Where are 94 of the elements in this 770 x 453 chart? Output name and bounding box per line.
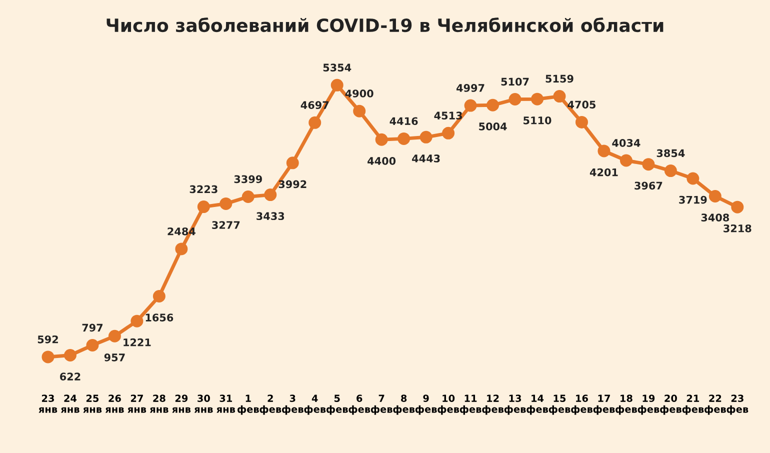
point: [686, 172, 700, 185]
point: [353, 104, 366, 118]
x-tick-label: 19 фев: [638, 394, 660, 415]
x-tick-label: 10 фев: [438, 394, 460, 415]
data-label: 3719: [679, 196, 707, 204]
x-tick-label: 2 фев: [260, 394, 282, 415]
point: [442, 126, 455, 140]
x-tick-label: 15 фев: [548, 394, 570, 415]
point: [420, 130, 432, 144]
x-tick-label: 28 янв: [150, 394, 168, 413]
data-label: 3218: [724, 224, 752, 232]
data-label: 3433: [256, 212, 284, 220]
x-tick-label: 23 фев: [726, 394, 748, 415]
point: [708, 190, 722, 202]
data-label: 4201: [590, 168, 618, 176]
data-label: 4416: [390, 117, 418, 126]
point: [197, 200, 210, 214]
point: [398, 132, 410, 145]
chart-title: Число заболеваний COVID-19 в Челябинской области: [106, 18, 664, 32]
data-label: 3277: [212, 221, 240, 229]
data-label: 5107: [501, 78, 529, 86]
point: [731, 200, 744, 214]
x-tick-label: 25 янв: [83, 394, 102, 413]
point: [620, 154, 632, 167]
point: [642, 158, 655, 171]
data-label: 3399: [234, 175, 262, 184]
x-tick-label: 12 фев: [482, 394, 504, 415]
data-label: 622: [60, 372, 80, 380]
x-tick-label: 21 фев: [682, 394, 704, 415]
point: [553, 90, 566, 103]
data-label: 5354: [323, 64, 352, 72]
point: [531, 92, 544, 106]
x-tick-label: 26 янв: [105, 394, 124, 413]
data-label: 4034: [612, 138, 640, 147]
point: [130, 314, 144, 328]
data-label: 4997: [456, 84, 484, 92]
x-tick-label: 23 янв: [38, 394, 58, 413]
point: [375, 133, 388, 146]
data-label: 1221: [124, 338, 151, 346]
data-label: 592: [38, 335, 58, 344]
data-label: 3408: [701, 214, 730, 222]
x-tick-label: 14 фев: [526, 394, 548, 415]
point: [575, 116, 588, 128]
data-label: 797: [82, 324, 103, 332]
data-label: 5110: [524, 116, 552, 124]
point: [42, 350, 54, 364]
data-label: 3967: [634, 182, 662, 190]
point: [330, 78, 344, 92]
x-tick-label: 9 фев: [415, 394, 437, 415]
x-tick-label: 30 янв: [194, 394, 213, 413]
x-tick-label: 18 фев: [616, 394, 637, 415]
x-tick-label: 5 фев: [326, 394, 348, 415]
x-tick-label: 31 янв: [216, 394, 236, 413]
x-tick-label: 29 янв: [172, 394, 191, 413]
x-tick-label: 1 фев: [237, 394, 259, 415]
data-label: 5159: [546, 74, 574, 83]
data-label: 4400: [368, 156, 396, 165]
data-label: 3223: [190, 185, 218, 194]
point: [264, 188, 277, 202]
x-tick-label: 7 фев: [370, 394, 392, 415]
point: [308, 116, 322, 129]
x-tick-label: 17 фев: [593, 394, 615, 415]
x-tick-label: 24 янв: [60, 394, 80, 413]
point: [598, 144, 610, 158]
data-label: 4900: [345, 90, 374, 98]
point: [508, 93, 522, 106]
point: [175, 242, 188, 256]
point: [664, 164, 677, 178]
x-tick-label: 6 фев: [348, 394, 370, 415]
point: [486, 98, 500, 112]
x-tick-label: 4 фев: [304, 394, 326, 415]
point: [86, 339, 99, 352]
point: [152, 290, 166, 302]
x-tick-label: 11 фев: [460, 394, 482, 415]
point: [64, 349, 76, 362]
x-tick-label: 27 янв: [128, 394, 146, 413]
x-tick-label: 13 фев: [504, 394, 526, 415]
data-label: 4705: [568, 100, 596, 109]
point: [220, 197, 232, 210]
point: [286, 156, 299, 170]
point: [242, 190, 254, 203]
point: [108, 330, 121, 342]
data-label: 3992: [278, 180, 306, 188]
data-label: 4443: [412, 154, 440, 162]
x-tick-label: 8 фев: [393, 394, 415, 415]
point: [464, 99, 477, 112]
x-tick-label: 20 фев: [660, 394, 682, 415]
x-tick-label: 16 фев: [571, 394, 592, 415]
x-tick-label: 3 фев: [282, 394, 304, 415]
data-label: 1656: [146, 314, 174, 322]
data-label: 5004: [479, 122, 507, 130]
data-label: 3854: [656, 149, 685, 158]
x-tick-label: 22 фев: [704, 394, 726, 415]
data-label: 957: [104, 354, 125, 362]
